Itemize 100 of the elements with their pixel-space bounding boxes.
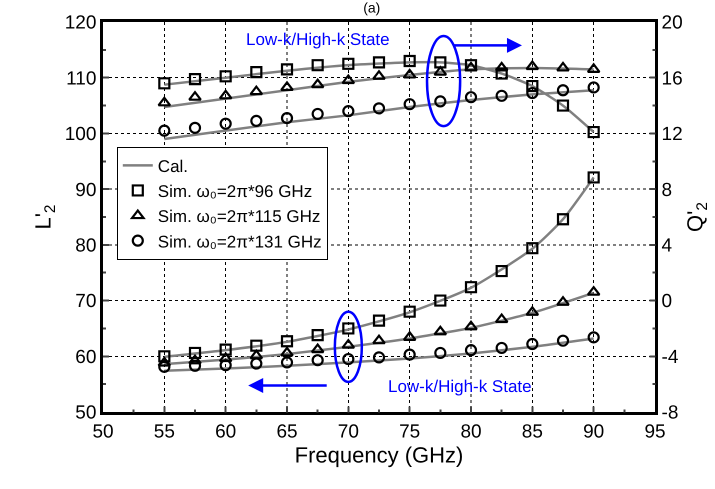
- point: [588, 81, 600, 94]
- point: [404, 98, 416, 110]
- point: [588, 171, 600, 184]
- point: [588, 331, 600, 344]
- point: [218, 352, 233, 362]
- x-tick-label: 70: [338, 422, 359, 443]
- x-tick-label: 90: [583, 422, 604, 443]
- point: [556, 99, 570, 112]
- point: [372, 102, 386, 114]
- point: [280, 356, 294, 369]
- point: [464, 62, 478, 72]
- point: [342, 58, 354, 70]
- y-tick-label: 100: [64, 124, 96, 146]
- point: [220, 359, 232, 372]
- annotation: Low-k/High-k State: [246, 30, 390, 49]
- point: [372, 334, 386, 344]
- point: [188, 122, 202, 134]
- point: [526, 86, 538, 100]
- point: [404, 348, 416, 361]
- y2-tick-label: 20: [662, 12, 683, 34]
- x-axis-title: Frequency (GHz): [294, 442, 464, 468]
- x-tick-label: 60: [215, 422, 236, 443]
- legend-label: Cal.: [158, 156, 188, 176]
- point: [402, 68, 417, 79]
- point: [372, 351, 386, 364]
- y-tick-label: 110: [66, 68, 96, 90]
- y2-tick-label: 4: [662, 236, 673, 257]
- point: [158, 77, 170, 90]
- point: [312, 329, 324, 342]
- point: [341, 74, 356, 84]
- point: [158, 124, 170, 137]
- y-tick-label: 90: [75, 180, 96, 201]
- point: [158, 350, 170, 362]
- point: [494, 313, 509, 324]
- point: [372, 70, 386, 80]
- point: [250, 66, 262, 78]
- point: [496, 67, 508, 80]
- x-tick-label: 75: [399, 422, 420, 443]
- point: [464, 91, 478, 104]
- y2-tick-label: 12: [662, 124, 683, 146]
- point: [434, 95, 446, 108]
- point: [312, 354, 324, 366]
- legend-label: Sim. ω₀=2π*96 GHz: [158, 182, 312, 202]
- point: [280, 335, 294, 348]
- point: [280, 346, 294, 357]
- legend-label: Sim. ω₀=2π*131 GHz: [158, 232, 322, 252]
- point: [372, 56, 386, 68]
- y2-tick-label: 8: [662, 180, 672, 201]
- point: [496, 264, 508, 278]
- y-tick-label: 80: [75, 236, 96, 257]
- x-tick-label: 80: [460, 422, 482, 443]
- point: [434, 346, 446, 360]
- y-tick-label: 50: [75, 402, 96, 424]
- point: [464, 344, 478, 356]
- point: [188, 360, 202, 372]
- point: [188, 354, 202, 364]
- y2-tick-label: -8: [662, 402, 678, 424]
- point: [494, 62, 509, 72]
- point: [250, 114, 262, 127]
- point: [157, 356, 172, 367]
- point: [312, 108, 324, 120]
- point: [556, 334, 570, 347]
- point: [464, 59, 478, 72]
- x-tick-label: 85: [522, 422, 543, 443]
- point: [556, 296, 570, 306]
- point: [220, 70, 232, 82]
- point: [188, 73, 202, 86]
- point: [556, 62, 570, 72]
- annotation: Low-k/High-k State: [388, 377, 532, 396]
- point: [312, 59, 324, 72]
- point: [464, 320, 478, 330]
- point: [188, 91, 202, 101]
- y2-tick-label: -4: [662, 346, 679, 368]
- x-tick-label: 50: [92, 422, 114, 443]
- point: [220, 118, 232, 130]
- point: [556, 84, 570, 96]
- point: [496, 90, 508, 102]
- point: [526, 242, 538, 254]
- point: [342, 352, 354, 366]
- point: [280, 63, 294, 76]
- y2-tick-label: 16: [662, 68, 683, 90]
- y-tick-label: 120: [64, 12, 96, 34]
- legend-label: Sim. ω₀=2π*115 GHz: [158, 207, 320, 226]
- x-tick-label: 95: [644, 422, 666, 443]
- point: [342, 322, 354, 335]
- point: [464, 281, 478, 294]
- point: [250, 357, 262, 370]
- point: [526, 338, 538, 350]
- point: [280, 112, 294, 124]
- point: [526, 80, 538, 92]
- point: [588, 126, 600, 138]
- x-tick-label: 55: [154, 422, 175, 443]
- chart-title: (a): [363, 0, 380, 16]
- y-tick-label: 60: [75, 346, 96, 368]
- y2-tick-label: 0: [662, 291, 672, 312]
- y-tick-label: 70: [75, 291, 96, 312]
- point: [525, 60, 540, 70]
- point: [434, 56, 446, 68]
- point: [556, 213, 570, 226]
- point: [496, 342, 508, 354]
